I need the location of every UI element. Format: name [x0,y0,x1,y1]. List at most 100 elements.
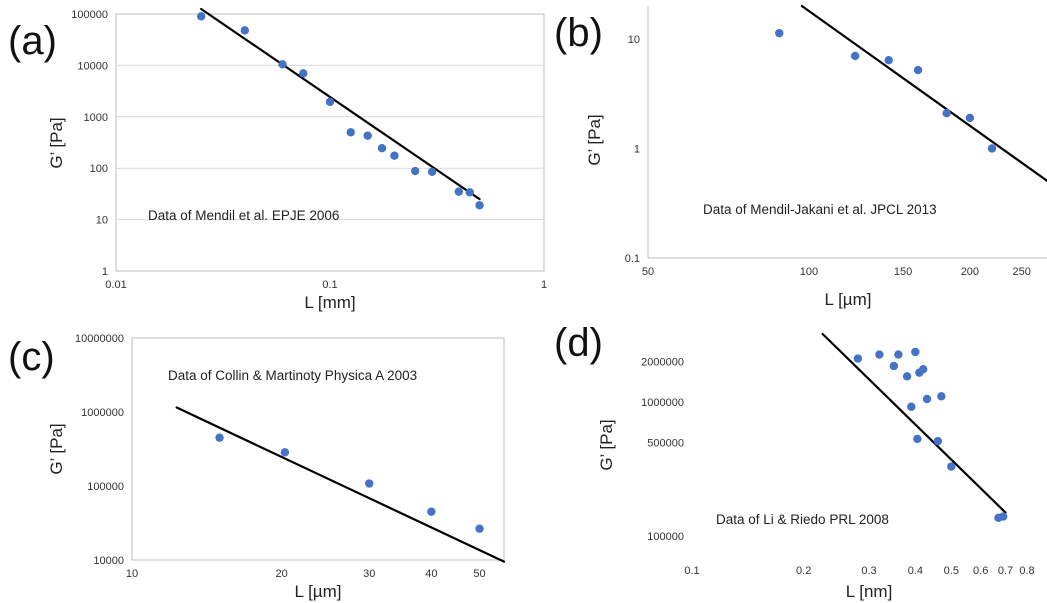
chart-panel-3: 10000 100000 1000000 10000000 10 20 30 40 50 Data… [8,333,506,601]
y-tick-label: 100000 [71,9,108,21]
data-source-annotation: Data of Li & Riedo PRL 2008 [716,512,889,527]
x-tick-label: 200 [961,266,979,278]
data-point [390,151,399,160]
y-tick-label: 1 [102,266,108,278]
data-point [454,187,464,196]
data-point [427,167,437,177]
x-tick-label: 1 [541,279,547,291]
y-tick-label: 2000000 [641,356,684,368]
y-tick-label: 100000 [87,481,124,493]
data-point [907,402,916,411]
fit-line [800,4,1047,183]
x-tick-label: 10 [126,568,138,580]
y-tick-label: 1 [634,143,640,155]
data-point [365,479,374,488]
y-axis-label: G’ [Pa] [597,419,616,470]
y-axis-label: G’ [Pa] [47,423,66,474]
x-tick-label: 50 [473,568,485,580]
data-point [363,131,372,140]
y-tick-label: 10000 [77,60,108,72]
y-tick-label: 10 [628,34,640,46]
data-point [346,128,355,137]
data-point [280,448,290,457]
chart-panel-1: 1 10 100 1000 10000 100000 0.01 0.1 1 Data of Men… [8,7,547,312]
data-point [850,51,860,61]
plot-frame [115,13,545,272]
data-point [299,69,308,78]
x-tick-label: 150 [894,266,912,278]
x-tick-label: 0.01 [105,279,126,291]
y-tick-label: 1000000 [641,397,684,409]
data-point [196,12,206,21]
y-tick-label: 0.1 [625,253,640,265]
data-point [947,462,956,471]
x-tick-label: 0.2 [796,565,811,577]
data-point [377,143,387,153]
data-point [913,434,922,444]
data-point [278,60,287,69]
x-tick-label: 100 [800,266,818,278]
x-tick-label: 30 [363,568,375,580]
y-tick-label: 1000 [84,112,108,124]
data-point [911,347,920,357]
data-source-annotation: Data of Mendil-Jakani et al. JPCL 2013 [703,202,937,217]
data-point [998,512,1008,521]
data-point [240,26,250,35]
x-tick-label: 0.1 [684,565,699,577]
data-point [427,507,436,516]
data-point [775,28,784,38]
data-point [465,188,474,197]
fit-line [175,406,506,563]
data-point [475,201,484,210]
data-point [410,166,420,176]
data-point [942,108,951,118]
data-point [894,350,903,359]
x-tick-label: 0.8 [1019,565,1034,577]
y-tick-label: 100 [90,163,108,175]
panel-label: (a) [8,19,57,63]
x-axis-label: L [µm] [295,582,342,601]
x-tick-label: 0.5 [944,565,959,577]
data-source-annotation: Data of Mendil et al. EPJE 2006 [148,208,339,223]
y-axis-label: G’ [Pa] [585,114,604,165]
y-tick-label: 500000 [647,437,684,449]
data-point [922,394,932,404]
x-tick-label: 0.1 [322,279,337,291]
data-point [475,524,484,533]
x-axis-label: L [nm] [846,582,893,601]
y-tick-label: 10000 [93,555,124,567]
data-point [889,361,899,371]
y-axis-label: G’ [Pa] [47,117,66,168]
data-point [853,354,863,363]
chart-panel-4: 100000 500000 1000000 2000000 0.1 0.2 0.3 0.4 0.… [554,321,1035,601]
y-tick-label: 1000000 [81,407,124,419]
x-tick-label: 20 [276,568,288,580]
data-point [965,113,975,123]
y-tick-label: 10000000 [75,333,124,345]
data-source-annotation: Data of Collin & Martinoty Physica A 200… [168,368,417,383]
x-axis-label: L [µm] [825,290,872,309]
fit-line [821,332,1007,514]
panel-label: (d) [554,321,603,365]
fit-line [200,7,481,201]
data-point [215,433,224,442]
data-point [987,144,997,153]
x-tick-label: 250 [1013,266,1031,278]
panel-label: (c) [8,335,55,379]
x-tick-label: 50 [642,266,654,278]
data-point [884,55,893,65]
data-point [325,97,335,107]
plot-frame [131,337,505,561]
y-tick-label: 100000 [647,531,684,543]
x-tick-label: 0.4 [908,565,923,577]
data-point [933,436,943,446]
x-tick-label: 0.7 [998,565,1013,577]
y-tick-label: 10 [96,215,108,227]
x-axis-label: L [mm] [304,293,355,312]
x-tick-label: 40 [425,568,437,580]
data-point [919,365,928,374]
data-point [902,372,912,381]
data-point [913,65,923,75]
data-point [875,350,884,359]
